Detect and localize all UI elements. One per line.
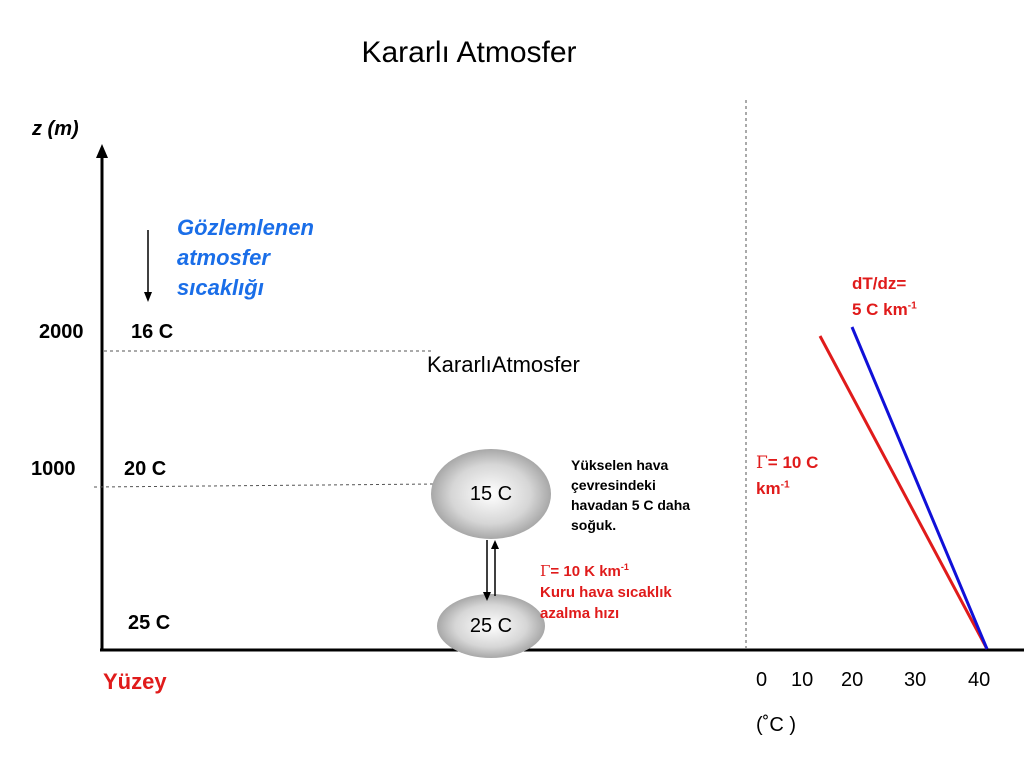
tick-40: 40: [968, 669, 991, 691]
environment-line: [850, 326, 989, 650]
parcel-note-line-1: Yükselen hava: [571, 457, 669, 473]
temp-2000: 16 C: [131, 321, 174, 343]
tick-10: 10: [791, 669, 814, 691]
parcel-arrow-up-head: [491, 540, 499, 549]
stable-atmosphere-label: KararlıAtmosfer: [427, 352, 580, 377]
gamma-right-value: = 10 C: [767, 453, 819, 472]
temp-unit-label: (˚C ): [756, 714, 796, 736]
observed-temp-label: Gözlemlenen atmosfer sıcaklığı: [177, 213, 314, 303]
gamma-symbol: Γ: [540, 562, 551, 580]
dry-adiabatic-line: [818, 335, 989, 650]
gamma-right-symbol: Γ: [756, 453, 768, 473]
env-rate-label: dT/dz= 5 C km-1: [852, 271, 917, 323]
temp-surface: 25 C: [128, 612, 171, 634]
parcel-note-line-3: havadan 5 C daha: [571, 497, 691, 513]
height-1000: 1000: [31, 458, 76, 480]
observed-arrow-head: [144, 292, 152, 302]
dry-rate-label: Γ= 10 K km-1 Kuru hava sıcaklık azalma h…: [540, 561, 672, 624]
parcel-upper-temp: 15 C: [469, 483, 513, 505]
dry-rate-exp: -1: [620, 562, 629, 572]
parcel-note: Yükselen hava çevresindeki havadan 5 C d…: [571, 455, 690, 535]
tick-0: 0: [756, 669, 768, 691]
observed-line-3: sıcaklığı: [177, 275, 264, 300]
parcel-note-line-2: çevresindeki: [571, 477, 656, 493]
parcel-note-line-4: soğuk.: [571, 517, 617, 533]
surface-label: Yüzey: [103, 669, 167, 694]
dry-rate-line-3: azalma hızı: [540, 605, 620, 622]
y-axis-arrow: [96, 144, 108, 158]
gamma-right-exp: -1: [780, 479, 790, 491]
parcel-upper-bubble: [431, 449, 551, 539]
gamma-right-unit: km: [756, 479, 781, 498]
height-2000: 2000: [39, 321, 84, 343]
env-rate-line-1: dT/dz=: [852, 274, 907, 293]
parcel-lower-bubble: [437, 594, 545, 658]
observed-line-2: atmosfer: [177, 245, 270, 270]
env-rate-exp: -1: [907, 300, 917, 312]
tick-30: 30: [904, 669, 927, 691]
dry-rate-line-2: Kuru hava sıcaklık: [540, 584, 672, 601]
gamma-right-label: Γ= 10 C km-1: [756, 450, 818, 502]
dry-rate-value: = 10 K km: [550, 563, 621, 580]
tick-20: 20: [841, 669, 864, 691]
parcel-arrow-down-head: [483, 592, 491, 601]
temp-1000: 20 C: [124, 458, 167, 480]
parcel-lower-temp: 25 C: [469, 615, 513, 637]
observed-line-1: Gözlemlenen: [177, 215, 314, 240]
y-axis-label: z (m): [32, 118, 79, 140]
page-title: Kararlı Atmosfer: [361, 36, 577, 69]
env-rate-line-2: 5 C km: [852, 300, 908, 319]
